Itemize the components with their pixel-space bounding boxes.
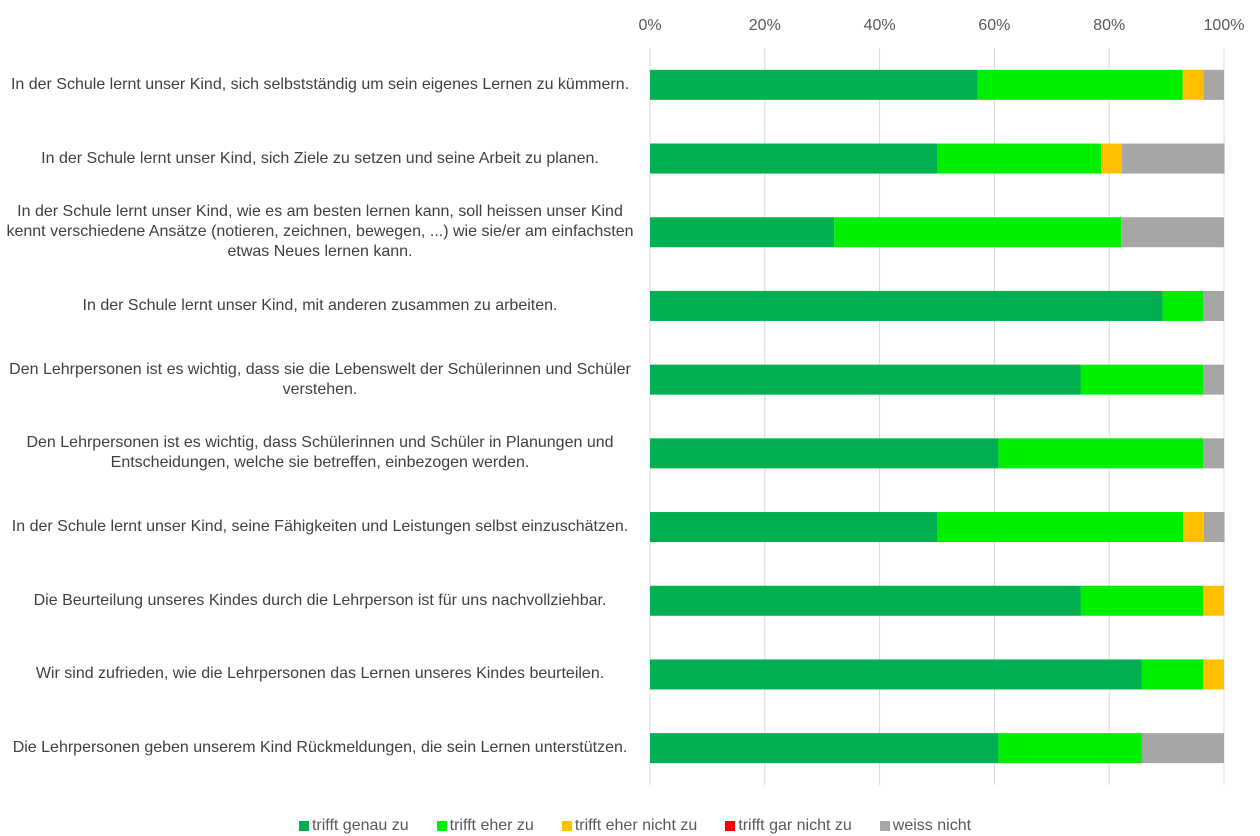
bar-segment bbox=[1203, 69, 1224, 100]
x-tick-label: 100% bbox=[1204, 17, 1245, 34]
category-label: In der Schule lernt unser Kind, sich sel… bbox=[10, 75, 630, 93]
x-tick-label: 0% bbox=[638, 17, 661, 34]
category-label: In der Schule lernt unser Kind, wie es a… bbox=[6, 203, 634, 261]
legend-item: trifft eher nicht zu bbox=[561, 817, 698, 835]
category-label: Den Lehrpersonen ist es wichtig, dass si… bbox=[9, 360, 631, 398]
bar-segment bbox=[1203, 659, 1224, 690]
bar-segment bbox=[834, 217, 1122, 248]
bar-segment bbox=[1141, 659, 1204, 690]
bar-segment bbox=[650, 290, 1163, 321]
bar-segment bbox=[1162, 290, 1204, 321]
bar-segment bbox=[650, 659, 1142, 690]
x-tick-label: 80% bbox=[1093, 17, 1125, 34]
legend-label: trifft gar nicht zu bbox=[738, 817, 852, 834]
category-label: Die Beurteilung unseres Kindes durch die… bbox=[33, 591, 607, 609]
bar-segment bbox=[1182, 69, 1204, 100]
bar-segment bbox=[650, 217, 835, 248]
bar-segment bbox=[977, 69, 1183, 100]
category-label: In der Schule lernt unser Kind, sich Zie… bbox=[41, 149, 599, 167]
legend-swatch bbox=[879, 821, 890, 831]
legend-swatch bbox=[561, 821, 572, 831]
legend-swatch bbox=[725, 821, 736, 831]
legend: trifft genau zu trifft eher zu trifft eher… bbox=[0, 817, 1260, 835]
bar-segment bbox=[650, 585, 1081, 616]
bar-segment bbox=[1203, 512, 1225, 543]
legend-item: trifft eher zu bbox=[436, 817, 534, 835]
bar-segment bbox=[650, 733, 999, 764]
bar-segment bbox=[1141, 733, 1224, 764]
legend-swatch bbox=[298, 821, 309, 831]
bar-segment bbox=[1203, 364, 1224, 395]
legend-item: trifft gar nicht zu bbox=[725, 817, 852, 835]
bar-segment bbox=[650, 438, 999, 469]
legend-label: weiss nicht bbox=[892, 817, 972, 834]
category-label: Die Lehrpersonen geben unserem Kind Rück… bbox=[12, 739, 628, 757]
bar-segment bbox=[650, 364, 1081, 395]
bar-segment bbox=[650, 512, 937, 543]
x-tick-label: 60% bbox=[978, 17, 1010, 34]
bar-segment bbox=[937, 512, 1184, 543]
bar-segment bbox=[1203, 438, 1224, 469]
bar-segment bbox=[1203, 290, 1224, 321]
legend-item: trifft genau zu bbox=[298, 817, 409, 835]
category-label: In der Schule lernt unser Kind, seine Fä… bbox=[11, 518, 629, 536]
bar-segment bbox=[1101, 143, 1122, 174]
legend-item: weiss nicht bbox=[879, 817, 972, 835]
category-label: Wir sind zufrieden, wie die Lehrpersonen… bbox=[35, 665, 605, 683]
x-tick-label: 20% bbox=[749, 17, 781, 34]
x-tick-label: 40% bbox=[864, 17, 896, 34]
bar-segment bbox=[1121, 143, 1225, 174]
bar-segment bbox=[650, 143, 937, 174]
bar-segment bbox=[937, 143, 1102, 174]
category-label: Den Lehrpersonen ist es wichtig, dass Sc… bbox=[26, 434, 614, 472]
bar-segment bbox=[1080, 585, 1204, 616]
legend-swatch bbox=[436, 821, 447, 831]
bar-segment bbox=[1080, 364, 1204, 395]
legend-label: trifft eher zu bbox=[449, 817, 534, 834]
category-label: In der Schule lernt unser Kind, mit ande… bbox=[82, 296, 558, 314]
legend-label: trifft eher nicht zu bbox=[574, 817, 698, 834]
bar-segment bbox=[650, 69, 978, 100]
bar-segment bbox=[1203, 585, 1224, 616]
bar-segment bbox=[998, 438, 1204, 469]
legend-label: trifft genau zu bbox=[311, 817, 409, 834]
bar-segment bbox=[1183, 512, 1204, 543]
bar-segment bbox=[998, 733, 1142, 764]
bar-segment bbox=[1121, 217, 1224, 248]
